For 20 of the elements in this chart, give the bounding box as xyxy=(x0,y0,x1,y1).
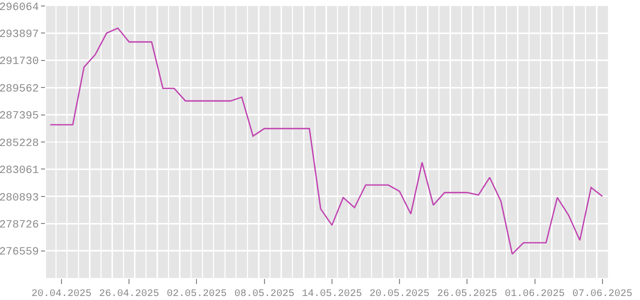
x-tick-label: 02.05.2025 xyxy=(166,289,227,300)
y-tick-label: 283061 xyxy=(0,165,40,178)
y-tick-label: 287395 xyxy=(0,110,39,123)
y-tick-label: 278726 xyxy=(0,219,39,232)
x-tick-label: 26.04.2025 xyxy=(99,289,160,300)
x-tick-label: 07.06.2025 xyxy=(572,289,632,300)
x-tick-label: 01.06.2025 xyxy=(504,289,565,300)
y-tick-label: 276559 xyxy=(0,246,39,259)
y-tick-label: 296064 xyxy=(0,2,40,14)
x-tick-label: 20.05.2025 xyxy=(370,289,430,300)
y-tick-label: 280893 xyxy=(0,192,39,204)
y-tick-label: 293897 xyxy=(0,29,39,42)
x-tick-label: 14.05.2025 xyxy=(302,289,362,300)
line-series xyxy=(50,27,604,255)
x-tick-label: 20.04.2025 xyxy=(31,289,92,300)
y-tick-label: 289562 xyxy=(0,83,39,96)
x-tick-label: 26.05.2025 xyxy=(437,289,498,300)
y-tick-label: 285228 xyxy=(0,138,39,150)
y-tick-label: 291730 xyxy=(0,56,39,68)
x-tick-label: 08.05.2025 xyxy=(234,289,294,300)
